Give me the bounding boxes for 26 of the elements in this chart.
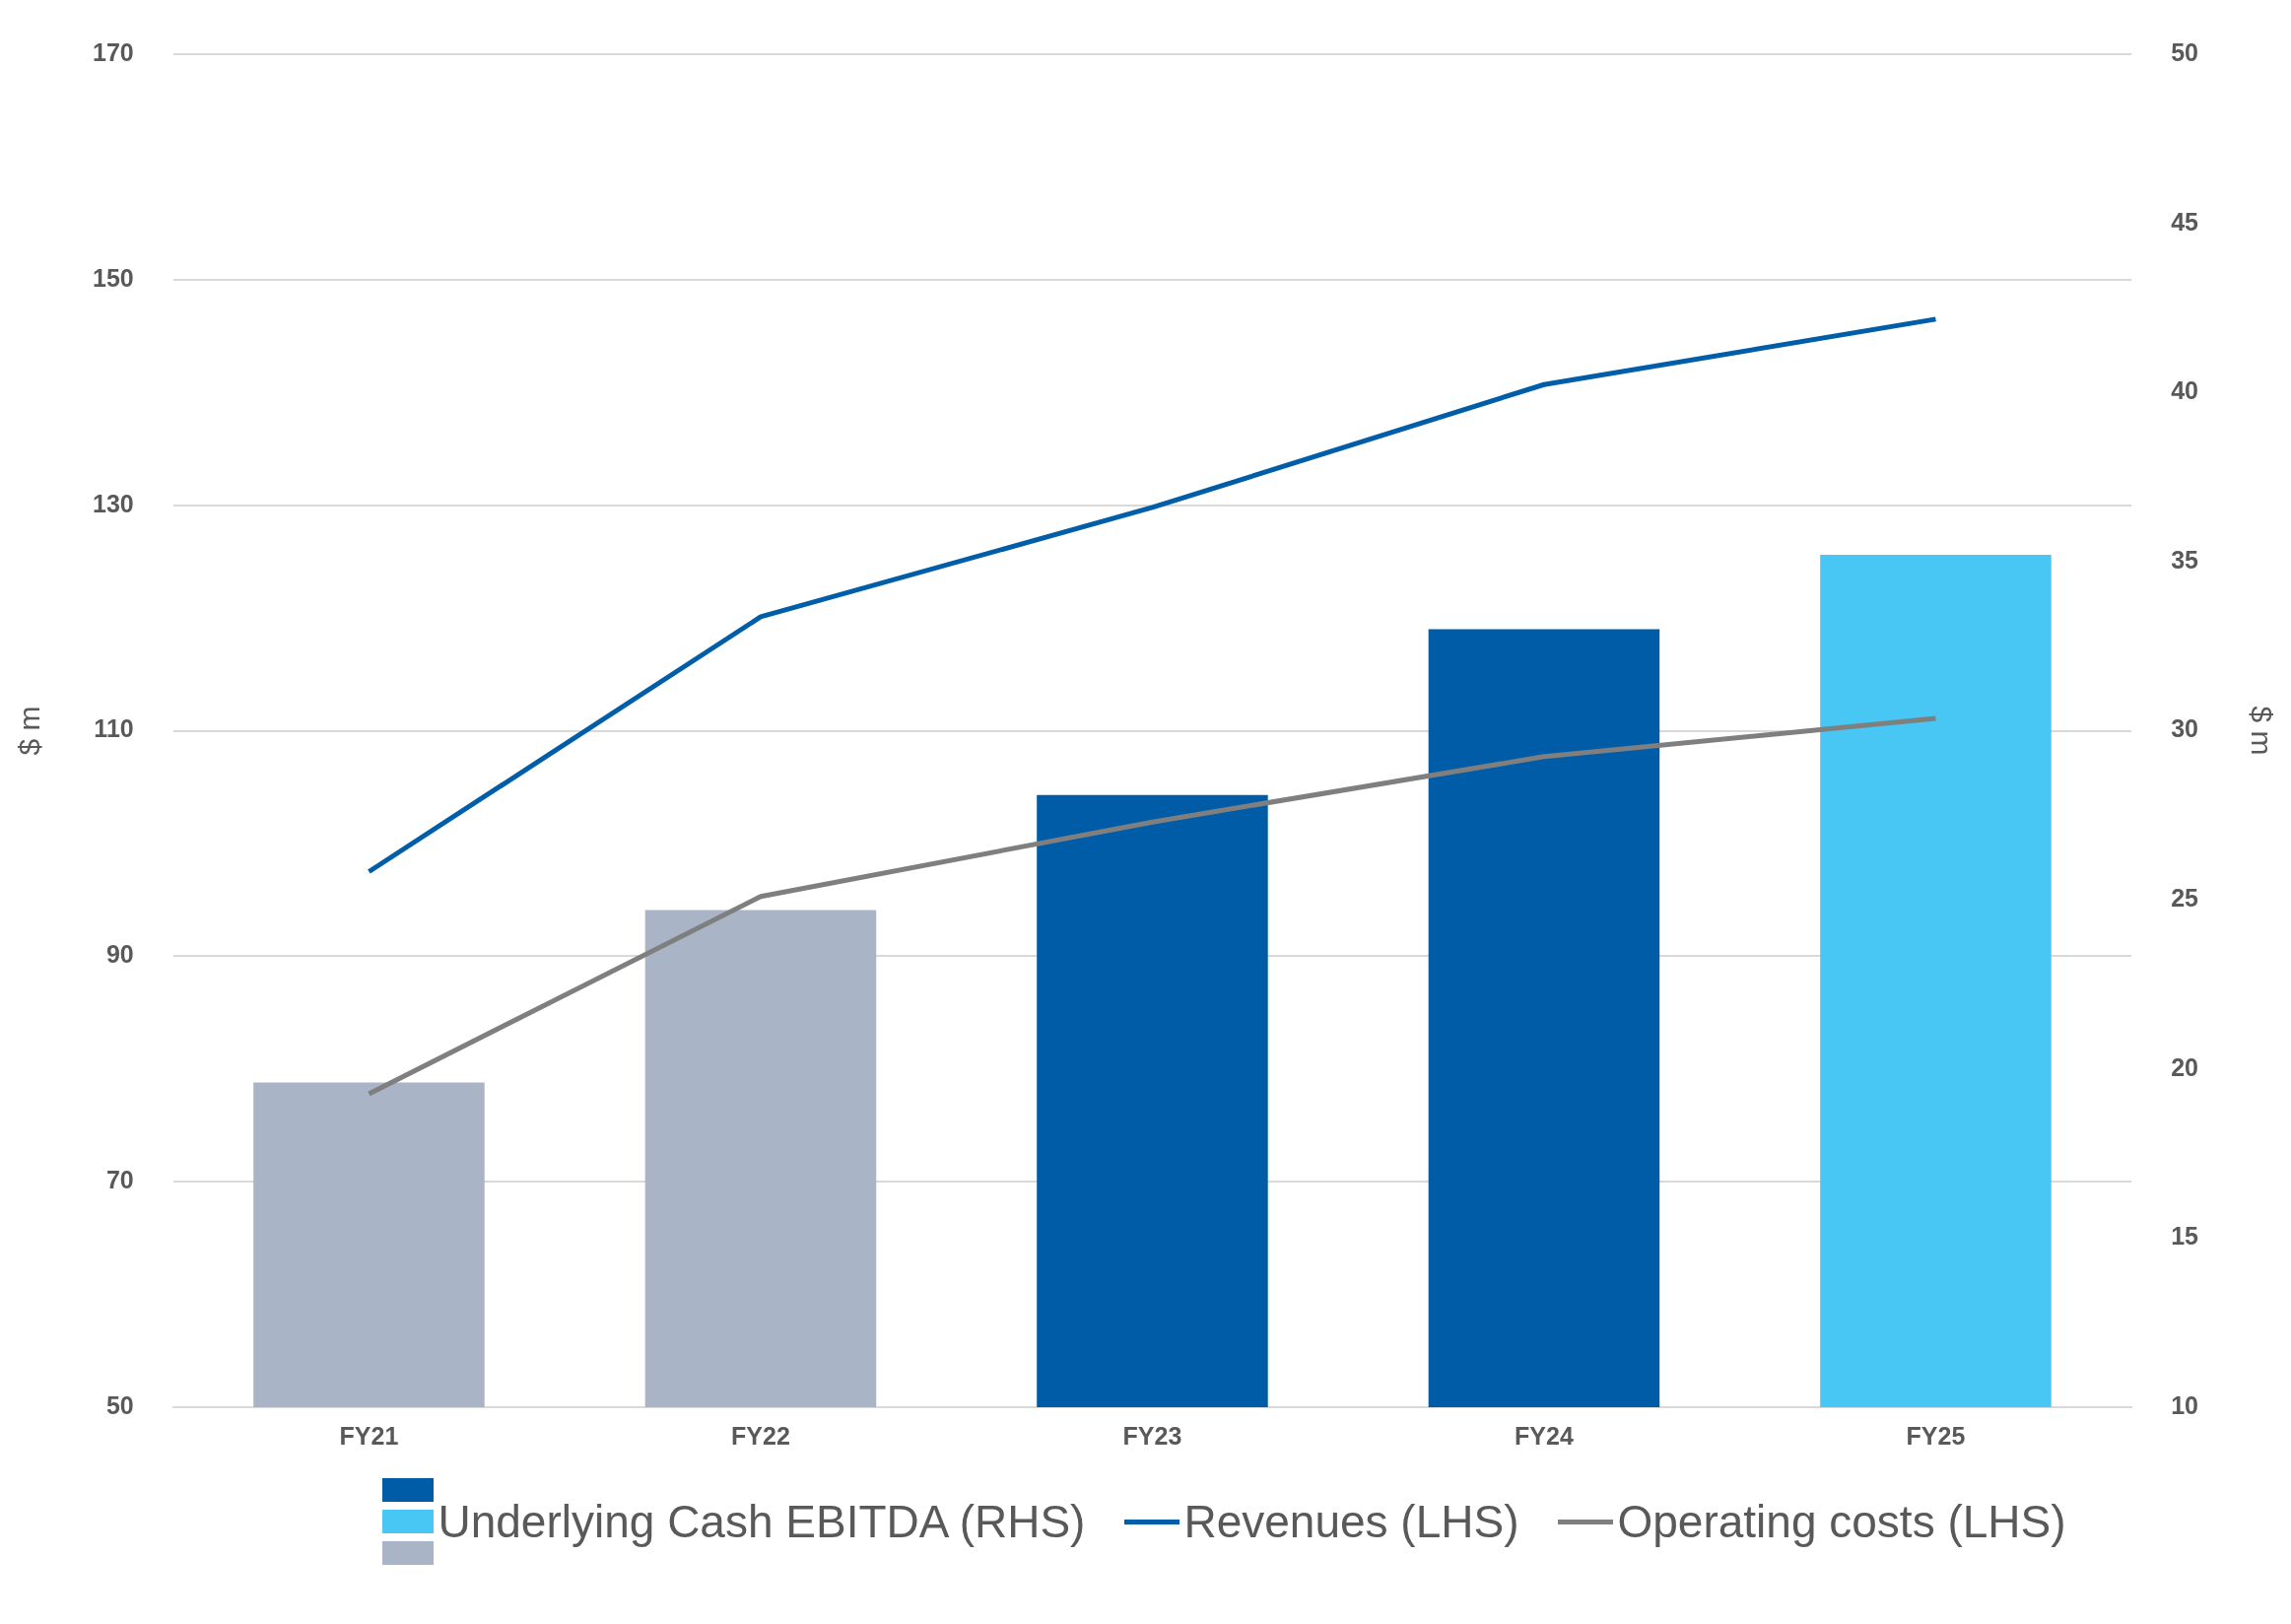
y-tick-label: 90 [105, 940, 134, 969]
y2-tick-label: 10 [2171, 1390, 2198, 1419]
x-tick-label: FY22 [731, 1421, 790, 1450]
y2-tick-label: 15 [2171, 1222, 2199, 1251]
x-tick-label: FY24 [1515, 1421, 1574, 1450]
y-axis-title: $ m [13, 706, 46, 756]
y-tick-label: 170 [92, 37, 134, 66]
y-tick-label: 110 [94, 714, 134, 743]
y2-tick-label: 40 [2171, 376, 2198, 405]
y-tick-label: 150 [92, 263, 134, 292]
x-tick-label: FY21 [339, 1421, 399, 1450]
y-tick-label: 50 [105, 1390, 134, 1419]
y2-tick-label: 45 [2171, 207, 2199, 236]
y2-tick-label: 20 [2171, 1052, 2198, 1081]
x-tick-label: FY25 [1906, 1421, 1966, 1450]
y-tick-label: 130 [92, 489, 134, 517]
y2-axis-title: $ m [2245, 706, 2278, 756]
x-tick-label: FY23 [1122, 1421, 1182, 1450]
legend-label: Operating costs (LHS) [1617, 1495, 2066, 1548]
y-tick-label: 70 [105, 1166, 134, 1194]
y2-tick-label: 25 [2171, 884, 2199, 913]
legend-label: Revenues (LHS) [1183, 1495, 1519, 1548]
y2-tick-label: 35 [2171, 545, 2199, 574]
y2-tick-label: 50 [2171, 37, 2198, 66]
y2-tick-label: 30 [2171, 714, 2198, 743]
legend-label: Underlying Cash EBITDA (RHS) [438, 1495, 1086, 1548]
